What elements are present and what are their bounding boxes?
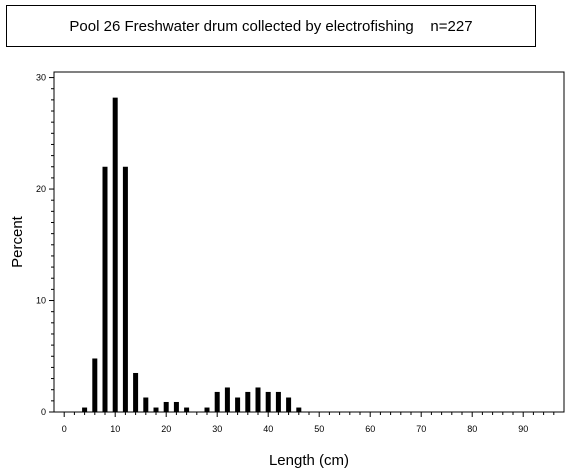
x-tick-label: 0 [62,424,67,434]
bar [122,166,128,412]
chart-title-box: Pool 26 Freshwater drum collected by ele… [6,5,536,47]
bar [275,391,281,412]
bar [112,97,118,412]
bar [92,358,98,412]
x-tick-label: 70 [416,424,426,434]
bar [163,401,169,412]
y-axis-ticks: 0 10 20 30 [36,73,54,417]
plot-frame [53,71,565,413]
bar [224,387,230,412]
bar [204,407,210,412]
bar [184,407,190,412]
x-axis-title: Length (cm) [269,452,349,469]
bar [296,407,302,412]
bar [102,166,108,412]
x-tick-label: 60 [365,424,375,434]
x-tick-label: 90 [518,424,528,434]
bar [245,391,251,412]
y-tick-label: 20 [36,184,46,194]
bar [286,397,292,412]
bar [214,391,220,412]
bar [82,407,88,412]
y-tick-label: 30 [36,73,46,83]
bar [235,397,241,412]
x-tick-label: 20 [161,424,171,434]
y-tick-label: 10 [36,296,46,306]
y-axis-title: Percent [9,215,26,268]
x-tick-label: 50 [314,424,324,434]
bars-group [82,97,302,412]
bar [133,372,139,412]
bar [265,391,271,412]
bar [153,407,159,412]
bar [173,401,179,412]
bar [143,397,149,412]
y-tick-label: 0 [41,407,46,417]
x-tick-label: 40 [263,424,273,434]
x-axis-ticks: 0 10 20 30 40 50 60 70 80 90 [62,412,555,434]
x-tick-label: 30 [212,424,222,434]
chart-title: Pool 26 Freshwater drum collected by ele… [69,18,473,35]
x-tick-label: 10 [110,424,120,434]
bar [255,387,261,412]
x-tick-label: 80 [467,424,477,434]
